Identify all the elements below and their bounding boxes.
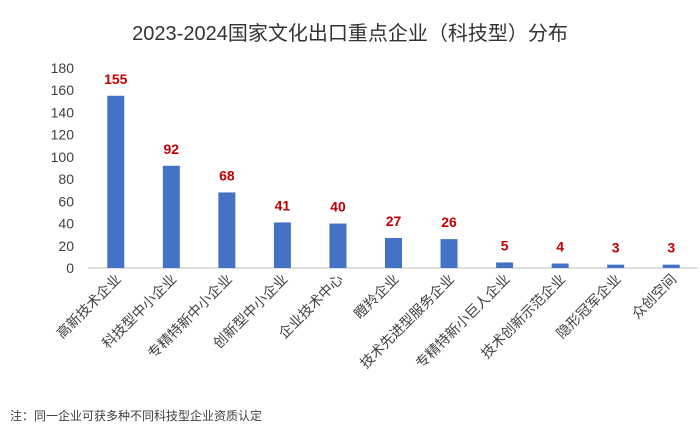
footnote: 注：同一企业可获多种不同科技型企业资质认定	[10, 408, 262, 423]
bar	[273, 222, 291, 268]
bar	[662, 264, 680, 268]
y-tick-label: 140	[51, 104, 75, 120]
value-label: 41	[275, 197, 291, 213]
y-tick-label: 120	[51, 127, 75, 143]
value-label: 155	[104, 71, 128, 87]
y-tick-label: 0	[66, 260, 74, 276]
value-label: 26	[441, 214, 457, 230]
bar	[496, 262, 514, 268]
bar	[551, 263, 569, 268]
value-label: 4	[556, 239, 564, 255]
bar	[440, 239, 458, 268]
y-tick-label: 20	[58, 238, 74, 254]
value-label: 3	[612, 240, 620, 256]
bar	[107, 95, 125, 269]
value-label: 68	[219, 167, 235, 183]
value-label: 3	[667, 240, 675, 256]
value-label: 5	[501, 237, 509, 253]
bar	[607, 264, 625, 268]
y-tick-label: 40	[58, 216, 74, 232]
value-label: 27	[386, 213, 402, 229]
y-tick-label: 60	[58, 193, 74, 209]
bar	[385, 238, 402, 268]
y-tick-label: 180	[51, 60, 75, 76]
value-label: 92	[164, 141, 180, 157]
chart-title: 2023-2024国家文化出口重点企业（科技型）分布	[132, 22, 568, 45]
bar	[218, 192, 236, 268]
y-tick-label: 160	[51, 82, 75, 98]
value-label: 40	[330, 199, 346, 215]
y-tick-label: 100	[51, 149, 75, 165]
y-tick-label: 80	[58, 171, 74, 187]
bar	[162, 165, 180, 268]
bar	[329, 223, 347, 268]
